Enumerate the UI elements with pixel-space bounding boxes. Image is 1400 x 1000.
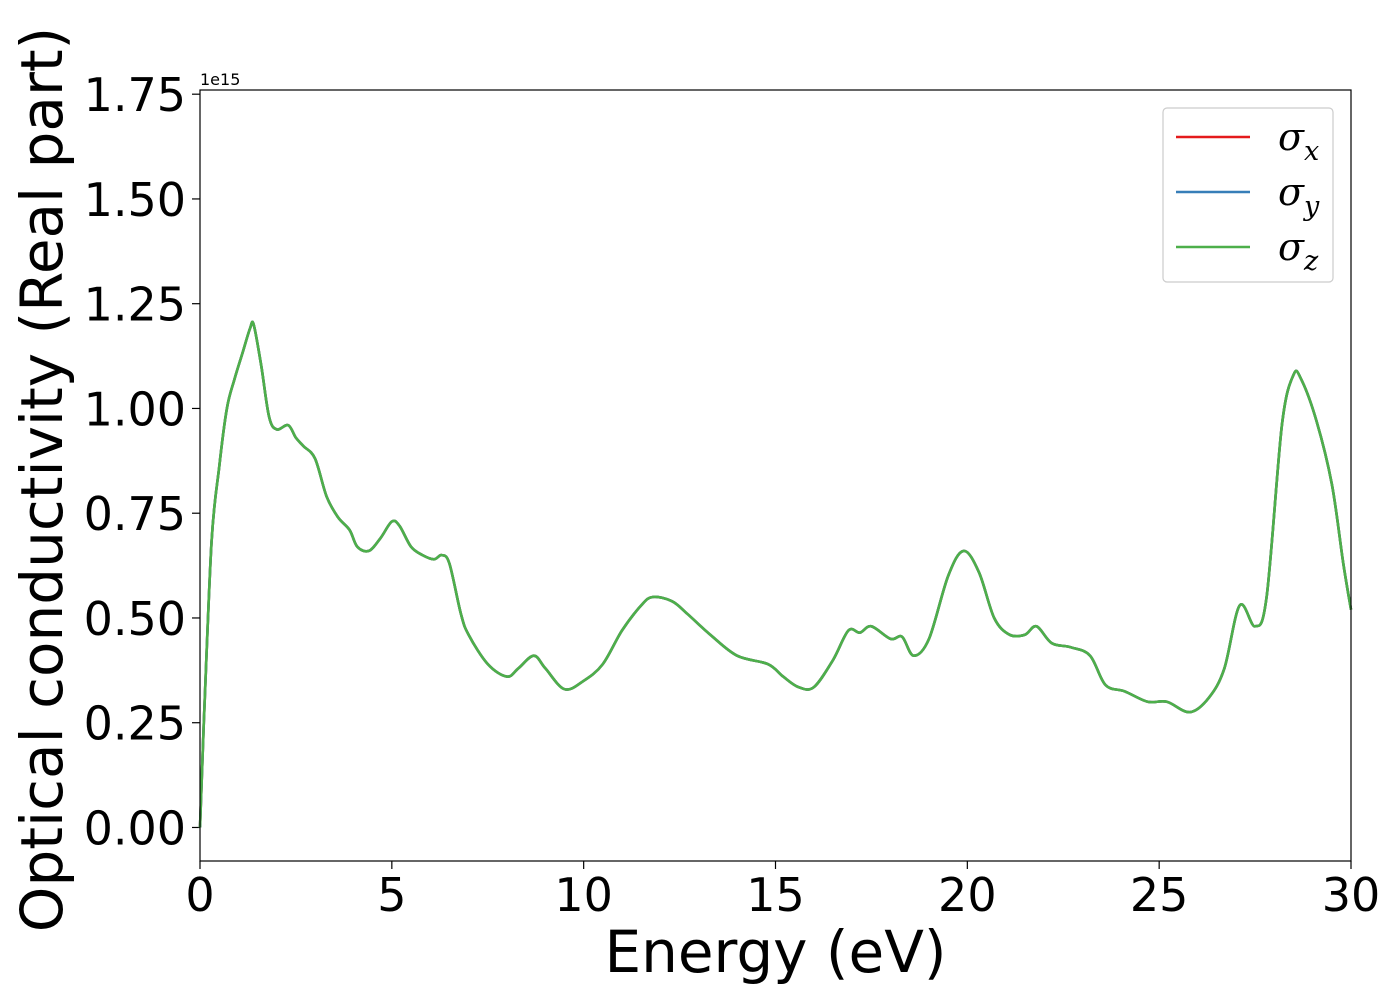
x-tick-label: 0: [185, 868, 214, 922]
x-tick-label: 15: [746, 868, 805, 922]
y-tick-label: 1.00: [84, 382, 186, 436]
y-tick-label: 0.25: [84, 697, 186, 751]
legend-label: σz: [1278, 225, 1319, 277]
y-tick-label: 0.00: [84, 801, 186, 855]
y-offset-label: 1e15: [200, 70, 240, 89]
x-tick-label: 10: [554, 868, 613, 922]
x-axis-label: Energy (eV): [604, 918, 946, 986]
y-tick-label: 1.50: [84, 173, 186, 227]
series-line-3: [198, 320, 1353, 828]
legend-label: σx: [1278, 115, 1319, 167]
x-tick-label: 20: [938, 868, 997, 922]
y-axis-label: Optical conductivity (Real part): [8, 27, 76, 932]
y-tick-label: 0.75: [84, 487, 186, 541]
x-tick-label: 30: [1322, 868, 1381, 922]
x-tick-label: 25: [1130, 868, 1189, 922]
legend-label: σy: [1278, 170, 1320, 222]
series-line-1: [198, 320, 1353, 828]
x-tick-label: 5: [377, 868, 406, 922]
y-tick-label: 1.25: [84, 278, 186, 332]
ticks-layer: 0 5 10 15 20 25 30 0.00 0.25 0.50 0.75 1.00 1.25 1.50…: [84, 68, 1381, 922]
y-tick-label: 1.75: [84, 68, 186, 122]
series-line-2: [198, 320, 1353, 828]
series-layer: [198, 320, 1353, 828]
plot-frame: [199, 89, 1352, 862]
legend-box: [1162, 107, 1334, 283]
y-tick-label: 0.50: [84, 592, 186, 646]
